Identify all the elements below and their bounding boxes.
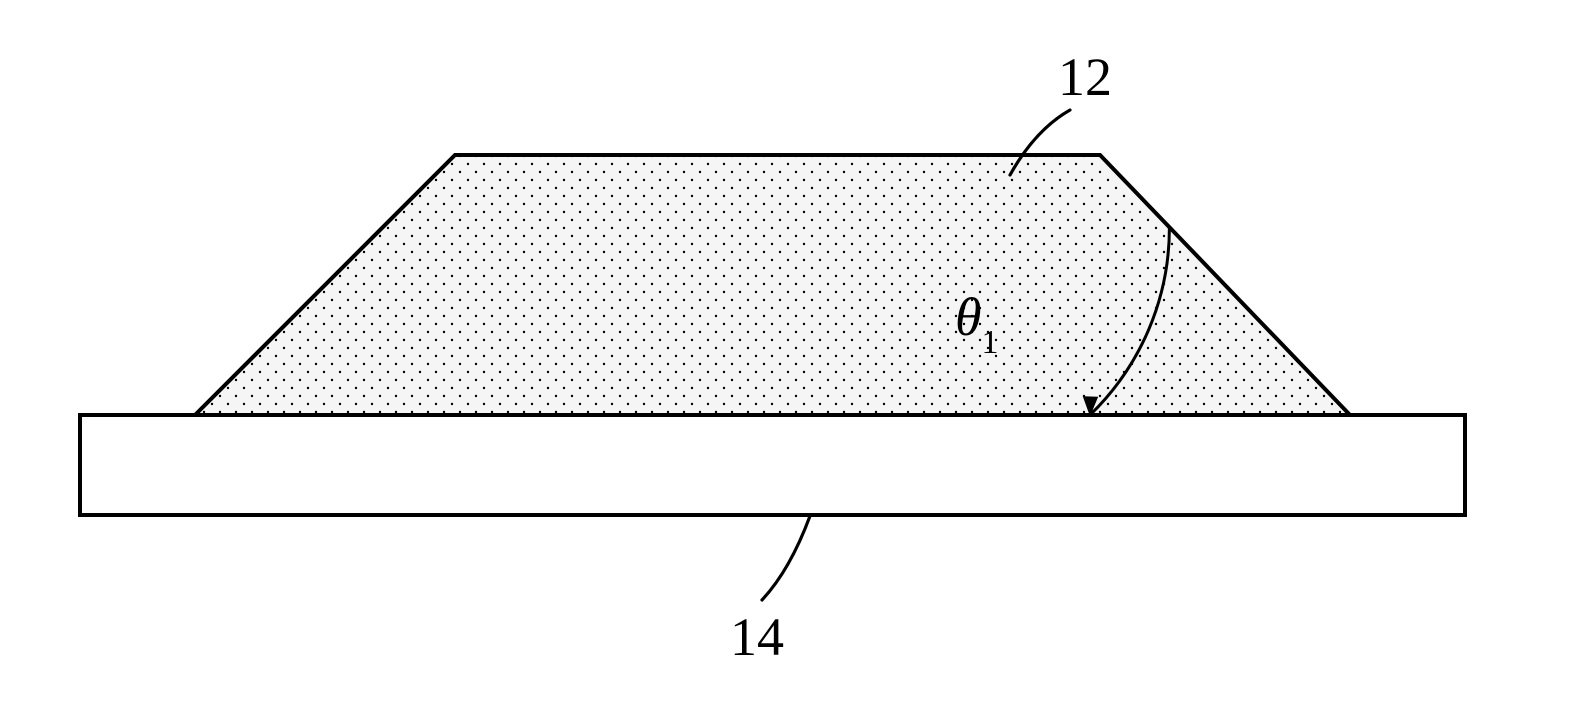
reference-label-12: 12 bbox=[1058, 50, 1112, 104]
substrate-rect bbox=[80, 415, 1465, 515]
figure-stage: 12 14 θ1 bbox=[0, 0, 1581, 711]
reference-label-14: 14 bbox=[730, 610, 784, 664]
angle-symbol: θ bbox=[955, 287, 982, 347]
diagram-svg bbox=[0, 0, 1581, 711]
leader-line-14 bbox=[762, 516, 810, 600]
angle-subscript: 1 bbox=[982, 324, 999, 361]
angle-label-theta1: θ1 bbox=[955, 290, 999, 354]
trapezoid-fill bbox=[195, 155, 1350, 415]
